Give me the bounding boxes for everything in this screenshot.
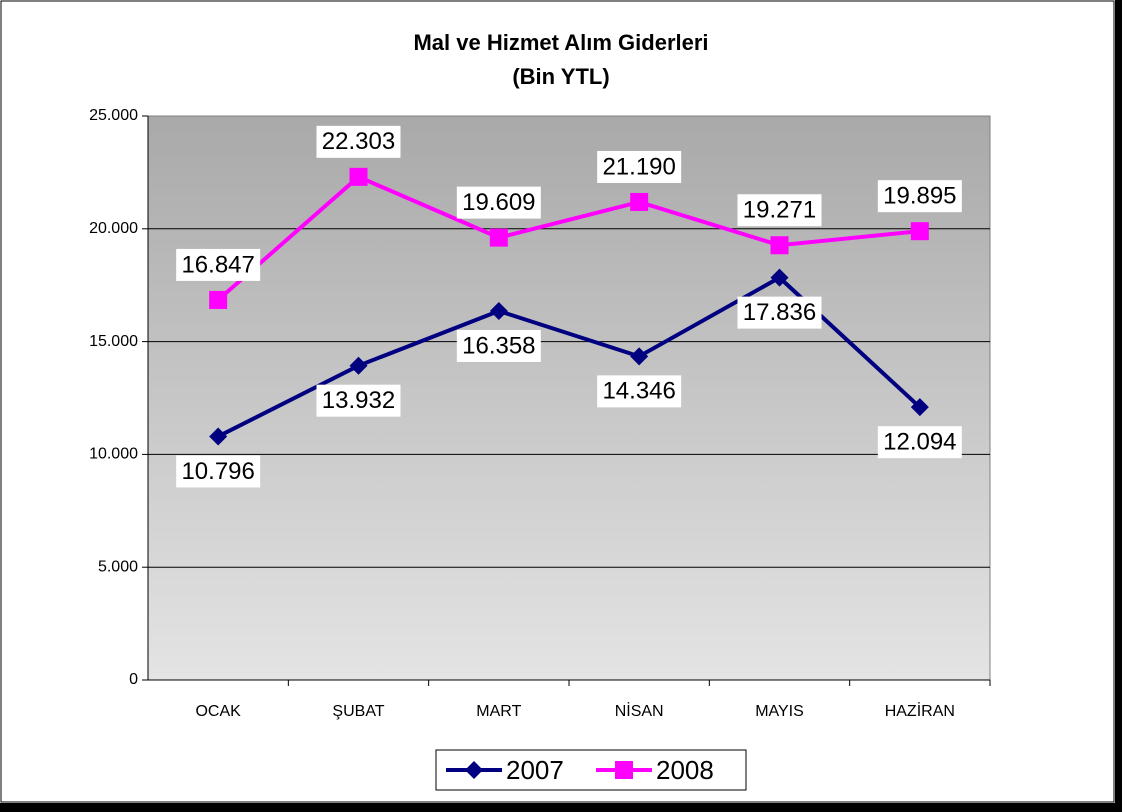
data-point: [630, 347, 649, 366]
data-label-bg: [737, 296, 822, 329]
data-label: 17.836: [743, 299, 816, 326]
data-point: [910, 398, 929, 417]
y-tick-label: 25.000: [89, 107, 138, 124]
data-point: [630, 192, 649, 211]
data-label-bg: [597, 375, 682, 408]
plot-area: [147, 115, 991, 681]
data-label: 13.932: [322, 387, 395, 414]
data-label-bg: [176, 248, 261, 281]
data-label-bg: [456, 186, 541, 219]
data-point: [349, 356, 368, 375]
data-label-bg: [316, 125, 401, 158]
y-tick-label: 0: [129, 671, 138, 688]
border-shadow: [0, 803, 1122, 812]
border-shadow: [1115, 0, 1122, 812]
data-label-bg: [877, 426, 962, 459]
y-tick-label: 15.000: [89, 333, 138, 350]
data-point: [770, 236, 789, 255]
legend-marker: [465, 761, 483, 779]
legend-label: 2007: [506, 755, 564, 785]
data-point: [209, 427, 228, 446]
data-point: [489, 228, 508, 247]
data-point: [349, 167, 368, 186]
data-point: [770, 268, 789, 287]
x-tick-label: NİSAN: [615, 701, 664, 720]
data-label-bg: [316, 384, 401, 417]
data-label: 19.895: [883, 183, 956, 210]
data-label: 10.796: [181, 458, 254, 485]
data-label-bg: [597, 150, 682, 183]
data-label: 19.271: [743, 197, 816, 224]
x-tick-label: HAZİRAN: [885, 701, 955, 720]
data-point: [489, 301, 508, 320]
legend-marker: [615, 761, 633, 779]
chart-title: Mal ve Hizmet Alım Giderleri: [413, 30, 708, 55]
data-label-bg: [737, 194, 822, 227]
data-label: 14.346: [602, 378, 675, 405]
data-label: 21.190: [602, 153, 675, 180]
x-tick-label: ŞUBAT: [332, 703, 384, 720]
x-tick-label: MAYIS: [755, 703, 804, 720]
y-tick-label: 20.000: [89, 220, 138, 237]
y-tick-label: 10.000: [89, 446, 138, 463]
data-label-bg: [456, 329, 541, 362]
chart-subtitle: (Bin YTL): [512, 64, 609, 89]
series-line: [216, 174, 921, 302]
data-label: 22.303: [322, 128, 395, 155]
data-point: [910, 222, 929, 241]
legend-label: 2008: [656, 755, 714, 785]
data-label-bg: [877, 180, 962, 213]
x-tick-label: MART: [476, 703, 521, 720]
data-label: 16.847: [181, 251, 254, 278]
data-label: 16.358: [462, 332, 535, 359]
x-tick-label: OCAK: [195, 703, 241, 720]
data-label: 12.094: [883, 429, 956, 456]
data-label: 19.609: [462, 189, 535, 216]
data-label-bg: [176, 455, 261, 488]
data-point: [209, 290, 228, 309]
y-tick-label: 5.000: [98, 558, 138, 575]
